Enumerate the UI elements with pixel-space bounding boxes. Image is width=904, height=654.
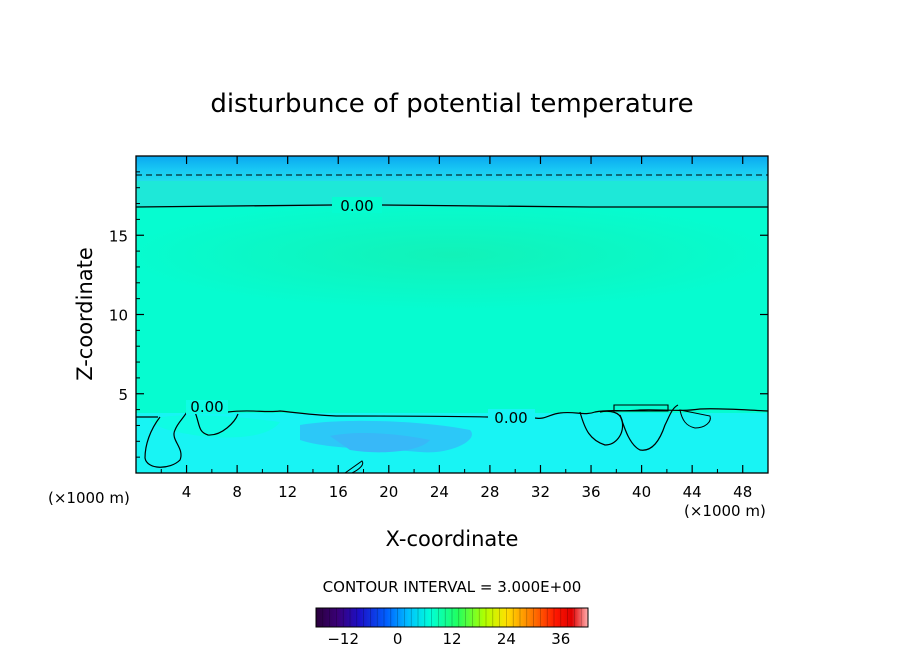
x-tick-label: 20 bbox=[379, 483, 398, 501]
x-tick-label: 16 bbox=[329, 483, 348, 501]
contour-zero-upper bbox=[136, 204, 768, 208]
x-tick-label: 12 bbox=[278, 483, 297, 501]
x-unit-right: (×1000 m) bbox=[684, 502, 766, 520]
y-axis: 5 10 15 bbox=[109, 171, 768, 458]
field-bulge bbox=[136, 200, 768, 310]
x-tick-label: 48 bbox=[733, 483, 752, 501]
contour-closed-left bbox=[144, 409, 189, 468]
contour-label-bg bbox=[488, 409, 535, 425]
contour-label: 0.00 bbox=[190, 398, 223, 416]
colorbar-frame bbox=[315, 607, 589, 628]
contour-label: 0.00 bbox=[340, 197, 373, 215]
x-tick-label: 44 bbox=[683, 483, 702, 501]
y-axis-label: Z-coordinate bbox=[73, 247, 97, 381]
contour-box-right bbox=[613, 404, 669, 412]
x-unit-left: (×1000 m) bbox=[48, 489, 130, 507]
colorbar-tick-label: 36 bbox=[551, 630, 570, 648]
x-tick-label: 36 bbox=[581, 483, 600, 501]
contour-interval-text: CONTOUR INTERVAL = 3.000E+00 bbox=[323, 578, 582, 596]
plot-area bbox=[136, 156, 768, 473]
colorbar-tick-label: 24 bbox=[497, 630, 516, 648]
contour-closed-right bbox=[579, 410, 624, 446]
y-tick-label: 5 bbox=[118, 386, 128, 404]
x-tick-label: 4 bbox=[182, 483, 192, 501]
contour-closed-right-2 bbox=[619, 404, 679, 451]
colorbar-fill bbox=[316, 608, 588, 627]
x-axis-label: X-coordinate bbox=[386, 527, 519, 551]
field-patch-lower-2 bbox=[330, 433, 430, 453]
chart-title: disturbunce of potential temperature bbox=[210, 89, 693, 119]
colorbar: −12 0 12 24 36 bbox=[315, 607, 589, 648]
field-patch-left bbox=[150, 415, 280, 438]
colorbar-tick-label: 12 bbox=[442, 630, 461, 648]
colorbar-tick-label: −12 bbox=[327, 630, 359, 648]
contour-label: 0.00 bbox=[494, 409, 527, 427]
contour-small-right bbox=[679, 409, 711, 429]
x-tick-label: 40 bbox=[632, 483, 651, 501]
x-tick-label: 32 bbox=[531, 483, 550, 501]
x-tick-label: 24 bbox=[430, 483, 449, 501]
x-axis: 4 8 12 16 20 24 28 32 36 40 44 48 bbox=[160, 156, 752, 501]
field-band-top bbox=[136, 156, 768, 181]
x-tick-label: 8 bbox=[232, 483, 242, 501]
contour-small-bottom bbox=[344, 460, 364, 473]
contour-label-bg bbox=[332, 197, 382, 213]
contour-closed-left-2 bbox=[194, 411, 239, 436]
y-tick-label: 10 bbox=[109, 307, 128, 325]
y-tick-label: 15 bbox=[109, 227, 128, 245]
contour-label-bg bbox=[186, 400, 228, 414]
colorbar-ticks: −12 0 12 24 36 bbox=[327, 630, 570, 648]
colorbar-segments bbox=[315, 608, 589, 627]
x-tick-label: 28 bbox=[480, 483, 499, 501]
colorbar-tick-label: 0 bbox=[393, 630, 403, 648]
